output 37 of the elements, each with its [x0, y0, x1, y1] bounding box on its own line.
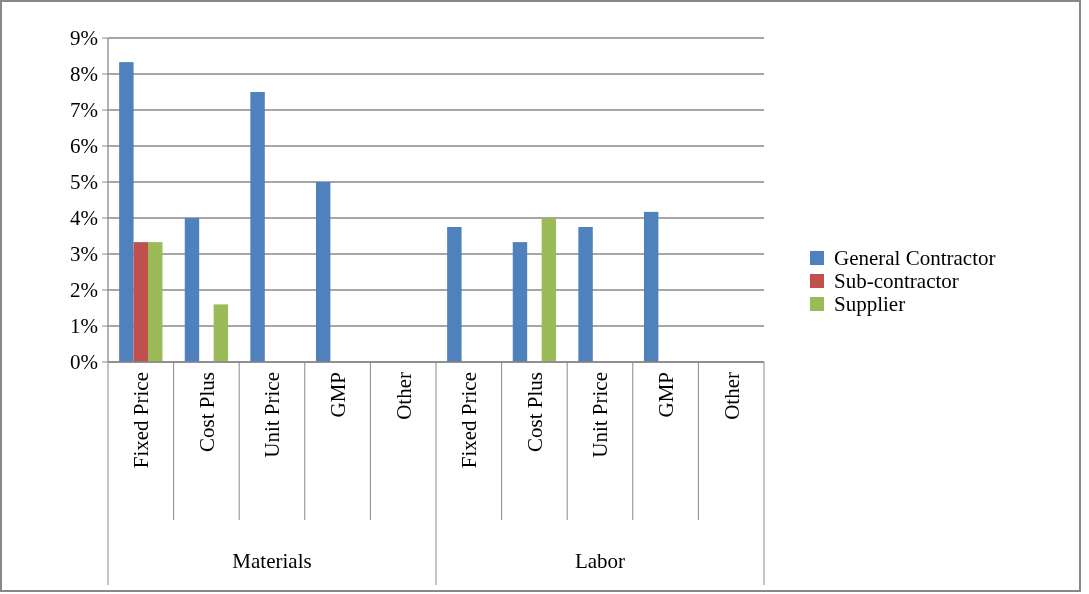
bar	[315, 182, 331, 362]
bar	[447, 227, 462, 362]
x-tick-label: Cost Plus	[194, 372, 219, 452]
bar	[133, 242, 149, 362]
text: Materials	[232, 549, 312, 573]
x-tick-label: Other	[391, 372, 416, 420]
y-tick-label: 6%	[70, 134, 98, 159]
bar	[184, 218, 200, 362]
x-tick-label: Fixed Price	[457, 372, 482, 469]
bar	[643, 211, 659, 362]
y-tick-label: 1%	[70, 314, 98, 339]
x-tick-label: Other	[719, 372, 744, 420]
bar	[119, 62, 134, 362]
x-tick-label: GMP	[653, 372, 678, 418]
x-tick-label: GMP	[325, 372, 350, 418]
bar	[213, 304, 229, 362]
bar	[541, 218, 557, 362]
y-tick-label: 4%	[70, 206, 98, 231]
text: Labor	[574, 549, 626, 573]
bar	[512, 242, 528, 362]
legend-label: Supplier	[834, 292, 906, 317]
legend-label: Sub-contractor	[834, 269, 959, 294]
y-tick-label: 8%	[70, 62, 98, 87]
legend-label: General Contractor	[834, 246, 996, 271]
y-tick-label: 9%	[70, 26, 98, 51]
y-tick-label: 7%	[70, 98, 98, 123]
y-tick-label: 3%	[70, 242, 98, 267]
bar	[148, 242, 163, 362]
bar	[578, 227, 593, 362]
y-tick-label: 5%	[70, 170, 98, 195]
x-tick-label: Fixed Price	[129, 372, 154, 469]
x-tick-label: Unit Price	[260, 372, 285, 458]
x-tick-label: Cost Plus	[522, 372, 547, 452]
y-tick-label: 2%	[70, 278, 98, 303]
bar	[250, 92, 265, 362]
y-tick-label: 0%	[70, 350, 98, 375]
x-tick-label: Unit Price	[588, 372, 613, 458]
